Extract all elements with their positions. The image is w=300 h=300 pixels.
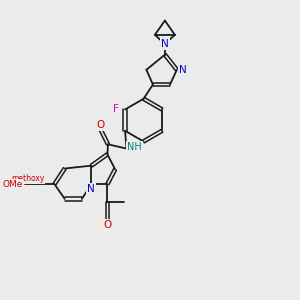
Text: O: O [96, 120, 104, 130]
Text: methoxy: methoxy [11, 174, 44, 183]
Text: OMe: OMe [2, 180, 22, 189]
Text: N: N [161, 39, 169, 49]
Text: O: O [34, 173, 42, 184]
Text: N: N [87, 184, 95, 194]
Text: O: O [103, 220, 112, 230]
Text: F: F [113, 104, 119, 114]
Text: NH: NH [127, 142, 142, 152]
Text: N: N [179, 65, 187, 75]
